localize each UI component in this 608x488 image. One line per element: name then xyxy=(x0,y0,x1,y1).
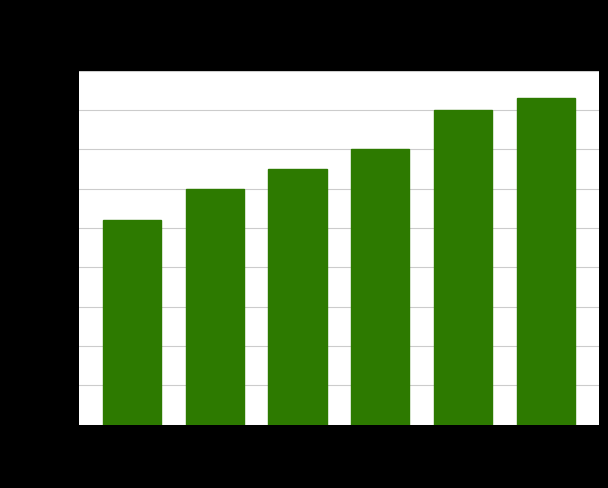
Bar xyxy=(185,189,244,425)
Bar xyxy=(434,110,492,425)
Bar xyxy=(103,220,161,425)
Bar xyxy=(269,169,326,425)
Bar xyxy=(517,98,575,425)
Bar xyxy=(351,149,409,425)
